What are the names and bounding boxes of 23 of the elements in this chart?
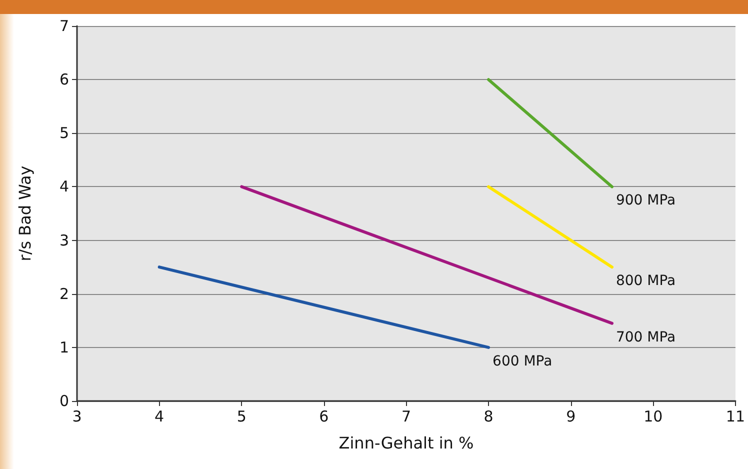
y-tick-label: 3 bbox=[59, 231, 69, 250]
x-tick-label: 3 bbox=[72, 408, 82, 426]
x-axis-title: Zinn-Gehalt in % bbox=[338, 434, 474, 452]
series-label: 600 MPa bbox=[492, 353, 552, 370]
y-tick-label: 2 bbox=[59, 284, 69, 303]
series-label: 700 MPa bbox=[616, 329, 676, 346]
y-tick-label: 7 bbox=[59, 17, 69, 35]
x-tick-label: 11 bbox=[726, 408, 746, 426]
y-tick-label: 6 bbox=[59, 70, 69, 89]
x-tick-label: 10 bbox=[644, 408, 663, 426]
y-tick-label: 1 bbox=[59, 338, 69, 356]
x-tick-label: 9 bbox=[566, 408, 576, 426]
y-tick-label: 0 bbox=[59, 392, 69, 410]
y-tick-label: 5 bbox=[59, 124, 69, 142]
series-label: 800 MPa bbox=[616, 273, 676, 290]
y-tick-label: 4 bbox=[59, 178, 69, 196]
x-tick-label: 6 bbox=[319, 408, 329, 426]
x-tick-label: 4 bbox=[154, 408, 164, 426]
y-axis-title: r/s Bad Way bbox=[16, 166, 34, 262]
series-label: 900 MPa bbox=[616, 192, 676, 209]
x-tick-label: 7 bbox=[401, 408, 411, 426]
x-tick-label: 8 bbox=[484, 408, 494, 426]
x-tick-label: 5 bbox=[236, 408, 246, 426]
